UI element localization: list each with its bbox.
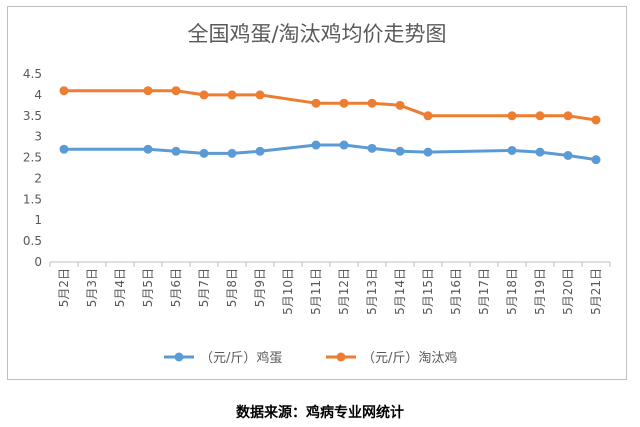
chart-frame: 全国鸡蛋/淘汰鸡均价走势图 0 0.5 1 1.5 2 2.5 3 3.5 4 4.5 5月2日 5… [7, 6, 627, 380]
data-point [367, 98, 377, 108]
x-axis: 5月2日 5月3日 5月4日 5月5日 5月6日 5月7日 5月8日 5月9日 5月10日 5月1… [49, 261, 611, 315]
chart-title: 全国鸡蛋/淘汰鸡均价走势图 [187, 22, 446, 46]
data-point [423, 111, 433, 121]
data-point [255, 90, 265, 100]
data-point [591, 115, 601, 125]
data-point [339, 140, 349, 150]
x-tick-label: 5月13日 [365, 268, 379, 315]
legend-label: （元/斤）鸡蛋 [200, 350, 282, 366]
x-tick-label: 5月17日 [477, 268, 491, 315]
legend: （元/斤）鸡蛋 （元/斤）淘汰鸡 [164, 350, 457, 366]
data-point [59, 144, 69, 154]
x-tick-label: 5月6日 [169, 268, 183, 307]
data-point [171, 146, 181, 156]
x-tick-label: 5月11日 [309, 268, 323, 315]
y-tick-label: 2 [34, 171, 42, 185]
series-layer [59, 86, 601, 165]
data-point [171, 86, 181, 96]
y-tick-label: 3.5 [23, 109, 42, 123]
data-point [367, 143, 377, 153]
x-tick-label: 5月7日 [197, 268, 211, 307]
data-point [535, 111, 545, 121]
data-source-note: 数据来源：鸡病专业网统计 [236, 405, 404, 421]
y-tick-label: 3 [34, 130, 42, 144]
data-point [59, 86, 69, 96]
data-point [339, 98, 349, 108]
line-chart: 全国鸡蛋/淘汰鸡均价走势图 00.511.522.533.544.5 5月2日 5… [23, 22, 611, 366]
x-tick-label: 5月5日 [141, 268, 155, 307]
data-point [563, 111, 573, 121]
x-tick-label: 5月9日 [253, 268, 267, 307]
x-tick-label: 5月14日 [393, 268, 407, 315]
legend-swatch-marker [336, 352, 346, 362]
data-point [507, 111, 517, 121]
x-tick-label: 5月21日 [589, 268, 603, 315]
y-tick-label: 1.5 [23, 192, 42, 206]
y-tick-label: 4 [34, 88, 42, 102]
x-tick-label: 5月15日 [421, 268, 435, 315]
x-tick-label: 5月16日 [449, 268, 463, 315]
x-tick-label: 5月10日 [281, 268, 295, 315]
data-point [395, 146, 405, 156]
x-tick-label: 5月18日 [505, 268, 519, 315]
data-point [423, 147, 433, 157]
y-tick-label: 1 [34, 213, 42, 227]
y-axis: 0 0.5 1 1.5 2 2.5 3 3.5 4 4.5 [23, 67, 42, 269]
data-point [199, 148, 209, 158]
data-point [311, 140, 321, 150]
data-point [255, 146, 265, 156]
data-point [535, 147, 545, 157]
legend-swatch-marker [174, 352, 184, 362]
series-line [64, 143, 597, 162]
data-point [507, 145, 517, 155]
data-point [591, 155, 601, 165]
x-tick-label: 5月19日 [533, 268, 547, 315]
data-point [143, 86, 153, 96]
y-tick-label: 0.5 [23, 234, 42, 248]
x-tick-label: 5月8日 [225, 268, 239, 307]
x-tick-label: 5月12日 [337, 268, 351, 315]
x-tick-label: 5月2日 [57, 268, 71, 307]
x-tick-label: 5月4日 [113, 268, 127, 307]
data-point [143, 144, 153, 154]
y-tick-label: 2.5 [23, 151, 42, 165]
y-tick-label: 4.5 [23, 67, 42, 81]
data-point [311, 98, 321, 108]
data-point [199, 90, 209, 100]
x-tick-label: 5月3日 [85, 268, 99, 307]
data-point [227, 148, 237, 158]
data-point [395, 100, 405, 110]
data-point [563, 150, 573, 160]
data-point [227, 90, 237, 100]
x-tick-label: 5月20日 [561, 268, 575, 315]
legend-label: （元/斤）淘汰鸡 [362, 350, 457, 366]
y-tick-label: 0 [34, 255, 42, 269]
